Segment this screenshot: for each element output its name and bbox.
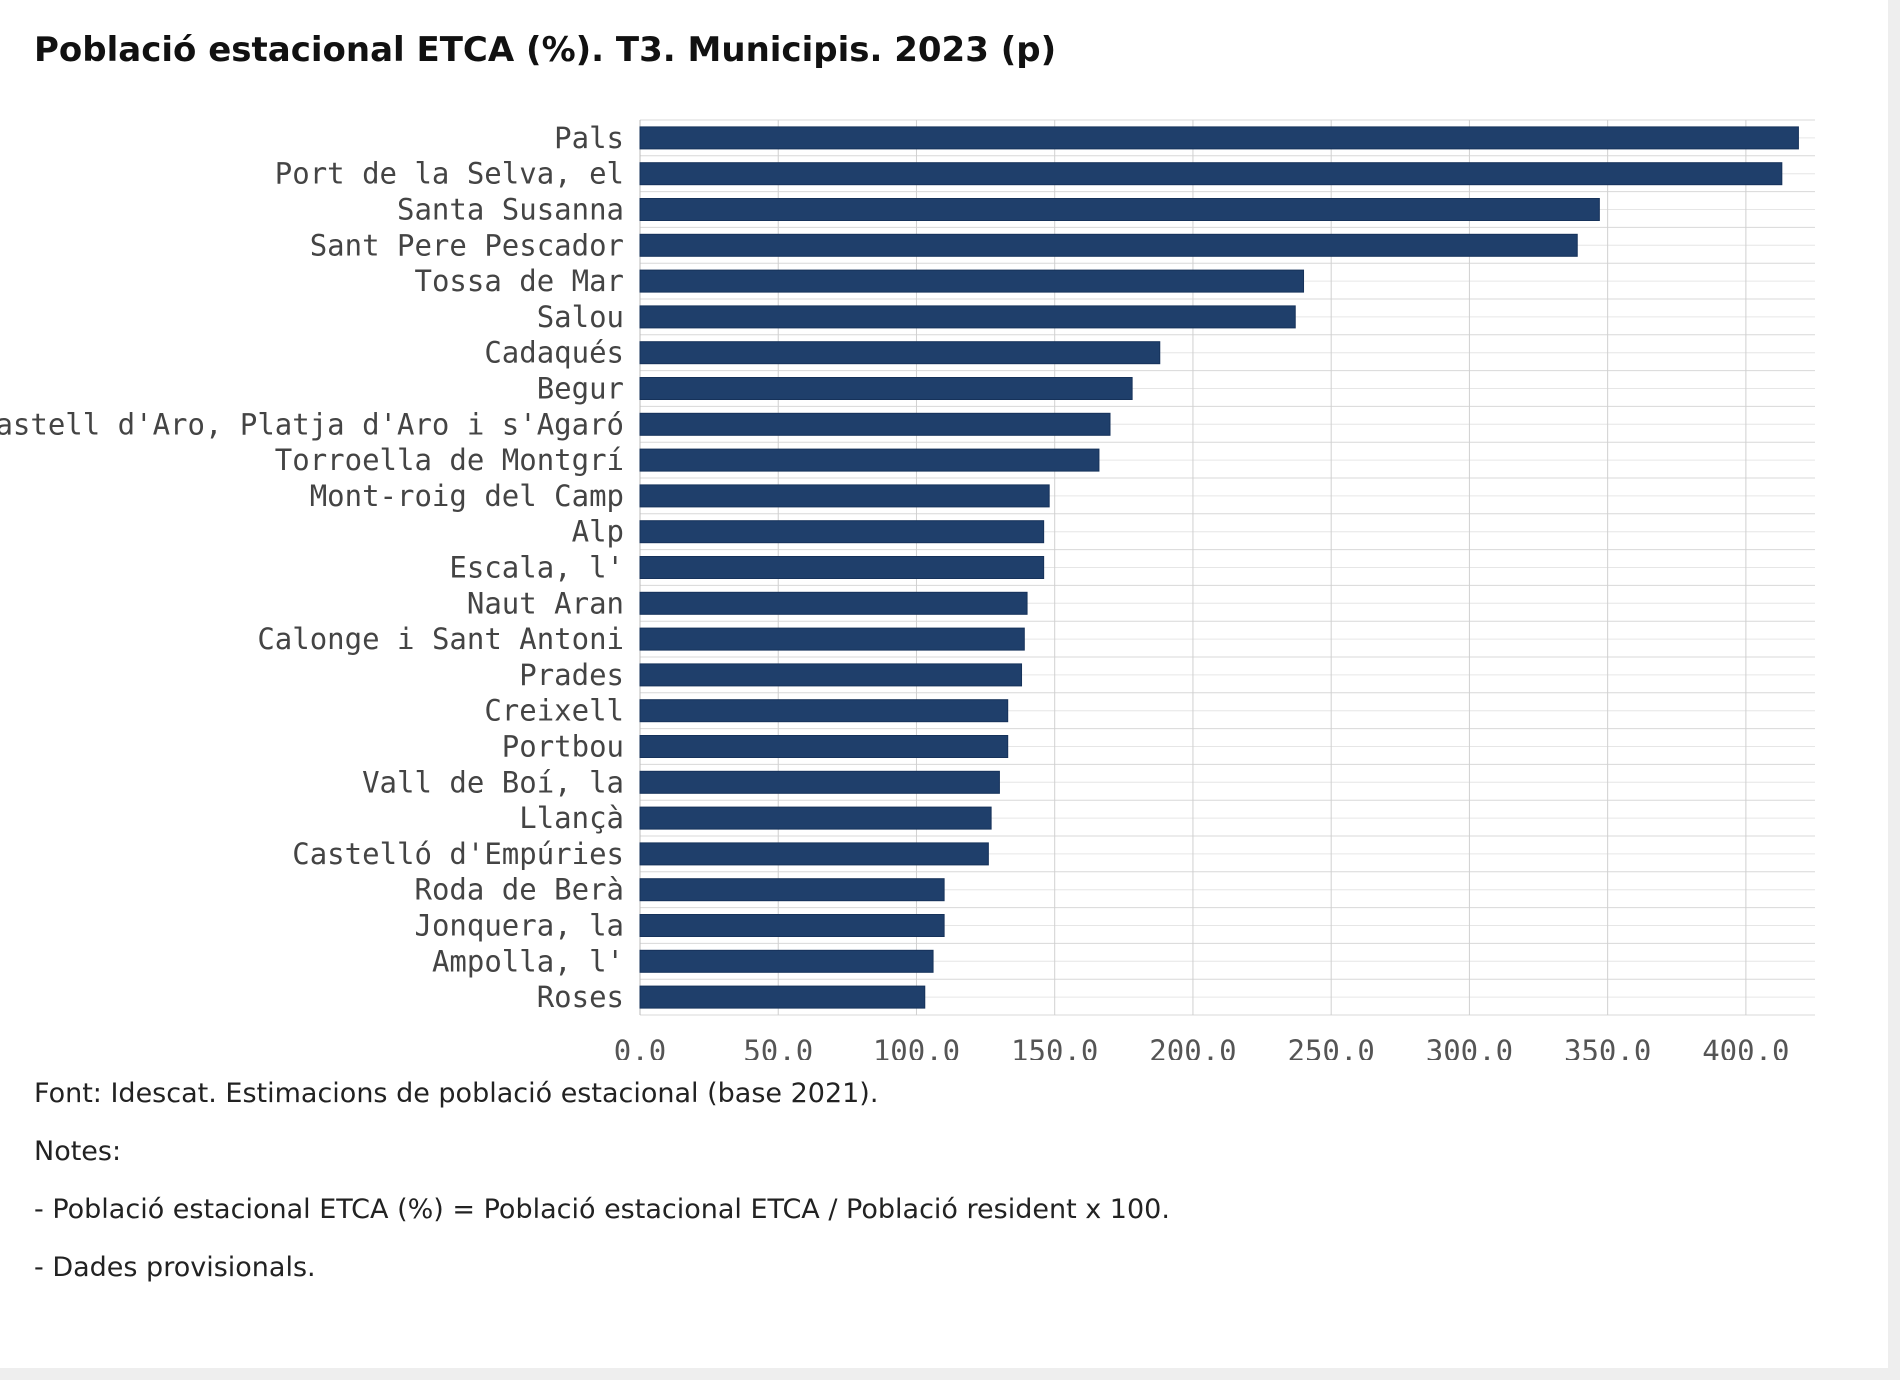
bar [639,126,1799,150]
bar [639,448,1100,472]
bar [639,520,1045,544]
category-label: Roses [537,980,624,1014]
category-label: Escala, l' [449,551,624,585]
bar [639,735,1009,758]
x-tick-label: 200,0 [1149,1034,1236,1060]
chart-footer: Font: Idescat. Estimacions de població e… [34,1078,1170,1310]
note-provisional: - Dades provisionals. [34,1252,316,1283]
x-tick-label: 350,0 [1564,1034,1651,1060]
bar [639,233,1578,257]
category-label: Salou [537,300,624,334]
category-label: Pals [554,121,624,155]
bar [639,663,1023,687]
x-tick-label: 150,0 [1011,1034,1098,1060]
category-label: Begur [537,372,624,406]
category-label: Castelló d'Empúries [292,837,624,871]
bar [639,377,1133,400]
category-label: Mont-roig del Camp [310,479,624,513]
category-label: Castell d'Aro, Platja d'Aro i s'Agaró [0,407,624,441]
x-tick-label: 100,0 [873,1034,960,1060]
category-label: Prades [519,658,624,692]
bar [639,305,1296,329]
bar [639,878,945,902]
note-definition: - Població estacional ETCA (%) = Poblaci… [34,1194,1170,1225]
x-tick-label: 400,0 [1702,1034,1789,1060]
category-label: Naut Aran [467,586,624,620]
category-label: Calonge i Sant Antoni [257,622,624,656]
category-label: Alp [572,515,624,549]
bar [639,269,1305,293]
category-label: Cadaqués [484,336,624,370]
category-label: Roda de Berà [414,873,624,907]
bar [639,985,926,1009]
bar [639,556,1045,579]
category-label: Ampolla, l' [432,944,624,978]
bar [639,627,1025,651]
bar [639,341,1161,365]
x-tick-label: 0,0 [614,1034,666,1060]
category-label: Santa Susanna [397,193,624,227]
notes-label: Notes: [34,1136,122,1167]
source-note: Font: Idescat. Estimacions de població e… [34,1078,879,1109]
category-label: Vall de Boí, la [362,765,624,799]
bar [639,162,1783,186]
category-label: Portbou [502,730,624,764]
category-label: Tossa de Mar [414,264,624,298]
bar [639,806,992,830]
bar [639,591,1028,615]
category-label: Jonquera, la [414,909,624,943]
x-tick-label: 50,0 [743,1034,813,1060]
bar [639,484,1050,508]
category-label: Llançà [519,801,624,835]
grid-lines [639,119,1815,1016]
bar [639,699,1009,723]
x-tick-label: 250,0 [1288,1034,1375,1060]
x-axis-ticks: 0,0 50,0 100,0 150,0 200,0 250,0 300,0 350,0 400… [614,1034,1790,1060]
category-label: Port de la Selva, el [275,157,624,191]
category-label: Sant Pere Pescador [310,228,624,262]
bars [639,126,1799,1009]
chart-title: Població estacional ETCA (%). T3. Munici… [34,30,1057,70]
bar [639,949,934,973]
bar [639,770,1000,794]
category-label: Creixell [484,694,624,728]
bar [639,842,989,866]
bar [639,914,945,937]
bar [639,198,1600,221]
category-label: Torroella de Montgrí [275,443,624,477]
bar [639,412,1111,436]
x-tick-label: 300,0 [1426,1034,1513,1060]
